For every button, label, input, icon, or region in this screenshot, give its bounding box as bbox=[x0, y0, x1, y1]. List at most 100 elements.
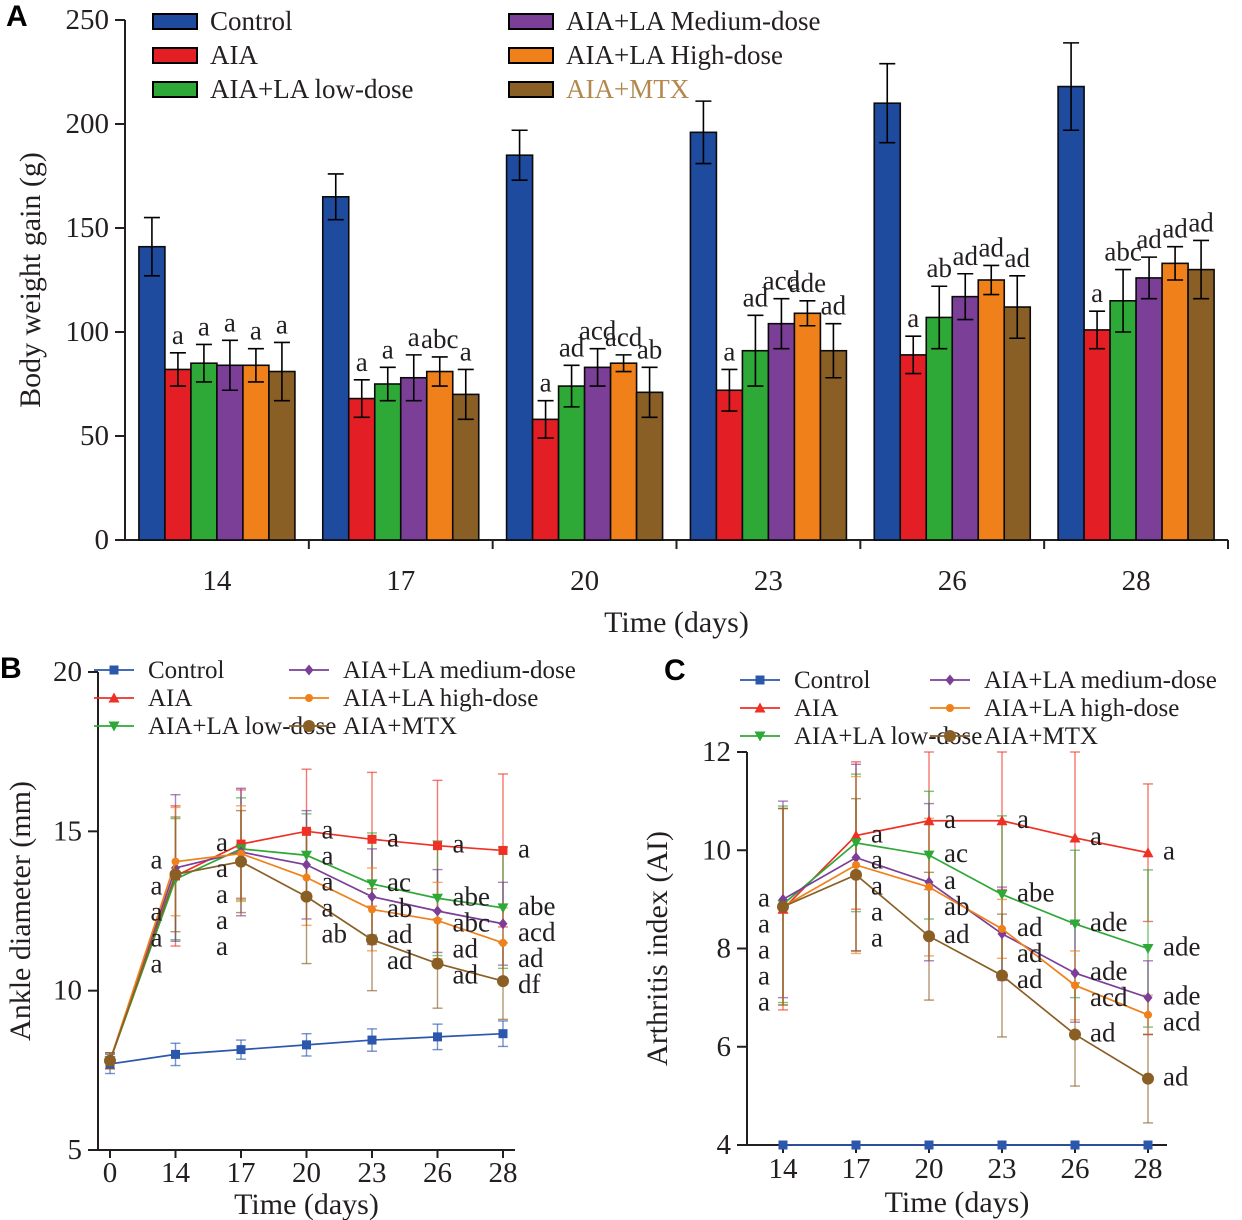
marker-square bbox=[171, 1049, 180, 1059]
marker-diamond bbox=[367, 891, 377, 903]
sig-label: ade bbox=[1090, 956, 1127, 986]
x-tick-label: 23 bbox=[988, 1153, 1017, 1185]
sig-label: ad bbox=[387, 945, 413, 975]
x-tick-label: 0 bbox=[103, 1157, 118, 1189]
legend-label: AIA bbox=[210, 39, 258, 70]
sig-label: ad bbox=[1162, 214, 1188, 244]
sig-label: a bbox=[216, 853, 228, 883]
bar bbox=[505, 154, 534, 541]
marker-triangle-down bbox=[301, 850, 312, 861]
bar bbox=[1109, 299, 1137, 541]
bar bbox=[793, 312, 822, 541]
sig-label: df bbox=[518, 969, 541, 999]
marker-triangle-up bbox=[108, 692, 120, 703]
marker-circle bbox=[431, 957, 444, 970]
sig-label: ab bbox=[322, 918, 347, 948]
panel-letter-B: B bbox=[0, 652, 22, 685]
y-tick-label: 150 bbox=[66, 212, 110, 244]
sig-label: abc bbox=[453, 907, 490, 937]
marker-triangle-up bbox=[1069, 832, 1081, 843]
marker-diamond bbox=[924, 876, 934, 888]
bar bbox=[216, 364, 244, 541]
bar bbox=[951, 295, 980, 541]
legend-item-AIA+LA high-dose: AIA+LA high-dose bbox=[287, 685, 538, 711]
sig-label: a bbox=[151, 897, 163, 927]
legend-item-Control: Control bbox=[92, 657, 224, 683]
legend-marker-icon bbox=[94, 665, 134, 675]
bar bbox=[347, 397, 376, 541]
bar bbox=[689, 131, 718, 541]
sig-label: a bbox=[151, 871, 163, 901]
x-tick-label: 14 bbox=[161, 1157, 191, 1189]
sig-label: a bbox=[276, 309, 288, 339]
error-bars bbox=[143, 42, 1210, 439]
marker-square bbox=[1070, 1140, 1080, 1150]
marker-diamond bbox=[302, 859, 311, 871]
y-axis-title: Ankle diameter (mm) bbox=[4, 781, 37, 1041]
marker-circle bbox=[499, 938, 507, 947]
marker-square bbox=[851, 1140, 861, 1150]
x-axis-title: Time (days) bbox=[604, 606, 749, 639]
x-tick-label: 26 bbox=[423, 1157, 452, 1189]
sig-label: abe bbox=[518, 891, 555, 921]
sig-label: ad bbox=[518, 943, 544, 973]
marker-triangle-down bbox=[996, 889, 1008, 900]
y-tick-label: 6 bbox=[717, 1031, 732, 1063]
sig-labels: aaaaaaaaaaaacaabadaabeadadadaadeadeacdad… bbox=[758, 804, 1201, 1092]
sig-label: a bbox=[871, 819, 883, 849]
sig-label: ad bbox=[1005, 243, 1031, 273]
x-axis-title: Time (days) bbox=[885, 1186, 1030, 1219]
marker-square bbox=[433, 1032, 442, 1042]
marker-circle bbox=[996, 969, 1008, 982]
marker-triangle-up bbox=[754, 702, 766, 713]
marker-square bbox=[302, 826, 311, 836]
marker-circle bbox=[944, 730, 956, 742]
sig-label: ade bbox=[1090, 907, 1127, 937]
sig-label: ad bbox=[559, 332, 585, 362]
marker-circle bbox=[305, 694, 313, 702]
series-line-AIA+LA high-dose bbox=[782, 864, 1149, 1016]
sig-label: ad bbox=[1188, 207, 1214, 237]
sig-label: a bbox=[907, 303, 919, 333]
marker-square bbox=[498, 1029, 508, 1039]
legend-marker-icon bbox=[930, 730, 970, 742]
sig-label: a bbox=[1091, 278, 1103, 308]
x-tick-label: 17 bbox=[227, 1157, 256, 1189]
marker-square bbox=[236, 1045, 246, 1055]
legend-label: Control bbox=[794, 666, 871, 694]
bar bbox=[531, 418, 560, 541]
bar bbox=[609, 362, 638, 541]
x-tick-label: 14 bbox=[202, 565, 232, 597]
line-chart-ankle-diameter: 5 10 15 20 0 14 17 20 23 26 28 Time (days) Ankle dia… bbox=[4, 656, 556, 1220]
marker-circle bbox=[366, 933, 378, 946]
sig-label: a bbox=[387, 822, 399, 852]
legend-marker-icon bbox=[94, 721, 134, 732]
marker-diamond bbox=[851, 852, 861, 864]
bar bbox=[138, 245, 166, 541]
legend-label: AIA+LA high-dose bbox=[984, 694, 1180, 722]
marker-circle bbox=[302, 873, 311, 882]
legend-label: AIA+LA Medium-dose bbox=[566, 5, 821, 36]
sig-label: acd bbox=[1090, 982, 1128, 1012]
sig-label: a bbox=[224, 307, 236, 337]
marker-triangle-down bbox=[850, 838, 862, 849]
legend-item-AIA: AIA bbox=[152, 39, 258, 70]
sig-label: a bbox=[944, 865, 956, 895]
y-tick-label: 10 bbox=[702, 834, 731, 866]
marker-circle bbox=[850, 868, 862, 881]
legend-label: AIA+MTX bbox=[984, 722, 1099, 750]
y-tick-label: 200 bbox=[66, 108, 110, 140]
legend-item-AIA+LA low-dose: AIA+LA low-dose bbox=[152, 75, 413, 102]
panel-C: 4 6 8 10 12 14 17 20 23 26 28 Time (days) Arthritis … bbox=[620, 648, 1242, 1220]
sig-label: a bbox=[871, 871, 883, 901]
sig-label: a bbox=[322, 892, 334, 922]
marker-diamond bbox=[498, 918, 508, 930]
bar bbox=[1057, 85, 1085, 541]
legend-marker-icon bbox=[930, 704, 970, 712]
series-line-AIA+LA low-dose bbox=[782, 841, 1149, 950]
marker-diamond bbox=[1070, 967, 1080, 979]
marker-diamond bbox=[945, 674, 955, 686]
sig-label: acd bbox=[579, 316, 617, 346]
sig-label: a bbox=[151, 949, 163, 979]
axes bbox=[88, 671, 515, 1158]
